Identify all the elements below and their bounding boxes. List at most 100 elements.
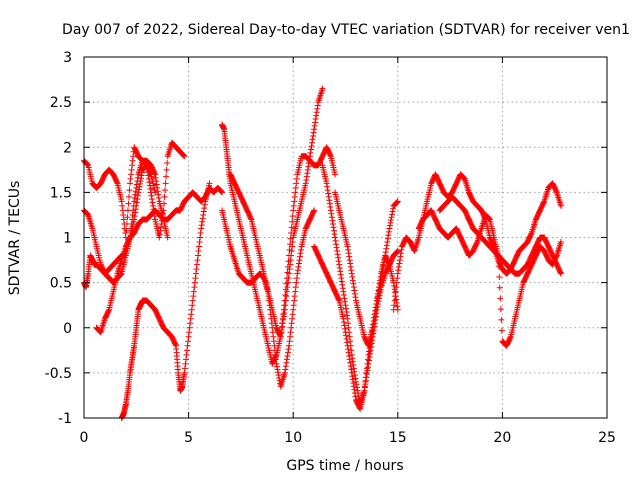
x-tick-label: 20 (493, 430, 511, 446)
data-point (364, 364, 371, 371)
chart-title: Day 007 of 2022, Sidereal Day-to-day VTE… (62, 22, 630, 38)
data-point (155, 191, 162, 198)
data-point (291, 293, 298, 300)
data-point (197, 229, 204, 236)
data-point (330, 224, 337, 231)
data-point (190, 288, 197, 295)
data-point (313, 109, 320, 116)
data-point (281, 310, 288, 317)
data-point (200, 208, 207, 215)
data-point (272, 351, 279, 358)
data-point (324, 187, 331, 194)
x-tick-label: 25 (598, 430, 616, 446)
data-point (337, 268, 344, 275)
data-point (345, 320, 352, 327)
data-point (364, 341, 371, 348)
data-point (195, 248, 202, 255)
data-point (387, 219, 394, 226)
data-point (375, 284, 382, 291)
data-point (331, 231, 338, 238)
data-point (311, 126, 318, 133)
data-point (340, 288, 347, 295)
data-point (346, 257, 353, 264)
data-point (117, 271, 124, 278)
data-point (394, 248, 401, 255)
series-track-l (390, 171, 564, 313)
data-point (352, 393, 359, 400)
data-point (288, 320, 295, 327)
data-point (156, 231, 163, 238)
x-tick-label: 0 (80, 430, 89, 446)
data-point (187, 320, 194, 327)
data-point (329, 220, 336, 227)
data-point (346, 333, 353, 340)
data-point (283, 356, 290, 363)
data-point (557, 239, 564, 246)
data-point (272, 356, 279, 363)
data-point (344, 312, 351, 319)
data-point (390, 205, 397, 212)
data-point (307, 149, 314, 156)
data-point (289, 213, 296, 220)
data-point (285, 346, 292, 353)
data-point (312, 116, 319, 123)
data-point (155, 195, 162, 202)
series-track-k (332, 189, 401, 349)
data-point (290, 302, 297, 309)
data-point (128, 171, 135, 178)
data-point (344, 342, 351, 349)
data-point (289, 311, 296, 318)
data-point (351, 372, 358, 379)
data-point (384, 239, 391, 246)
data-point (189, 302, 196, 309)
data-point (310, 129, 317, 136)
data-point (273, 363, 280, 370)
data-point (247, 215, 254, 222)
data-point (352, 375, 359, 382)
data-point (192, 270, 199, 277)
data-point (286, 338, 293, 345)
data-point (296, 257, 303, 264)
data-point (370, 321, 377, 328)
data-point (129, 216, 136, 223)
data-point (134, 178, 141, 185)
data-point (351, 287, 358, 294)
data-point (273, 360, 280, 367)
data-point (305, 163, 312, 170)
data-point (127, 180, 134, 187)
data-point (293, 180, 300, 187)
data-point (368, 343, 375, 350)
data-point (270, 338, 277, 345)
data-point (350, 280, 357, 287)
data-point (388, 217, 395, 224)
data-point (332, 237, 339, 244)
data-point (307, 146, 314, 153)
data-point (181, 153, 188, 160)
data-point (394, 198, 401, 205)
data-point (125, 200, 132, 207)
data-point (283, 359, 290, 366)
data-point (336, 264, 343, 271)
data-point (348, 267, 355, 274)
data-point (346, 352, 353, 359)
data-point (293, 279, 300, 286)
data-point (291, 193, 298, 200)
data-point (363, 371, 370, 378)
data-point (348, 351, 355, 358)
data-point (396, 257, 403, 264)
data-point (181, 369, 188, 376)
series-track-h (227, 171, 318, 390)
data-point (337, 271, 344, 278)
data-point (386, 222, 393, 229)
data-point (325, 190, 332, 197)
y-tick-label: -1 (58, 411, 72, 427)
data-point (172, 341, 179, 348)
data-point (351, 290, 358, 297)
data-point (498, 327, 505, 334)
data-point (194, 257, 201, 264)
data-point (281, 306, 288, 313)
data-point (124, 207, 131, 214)
data-point (268, 315, 275, 322)
data-point (374, 294, 381, 301)
data-point (282, 302, 289, 309)
